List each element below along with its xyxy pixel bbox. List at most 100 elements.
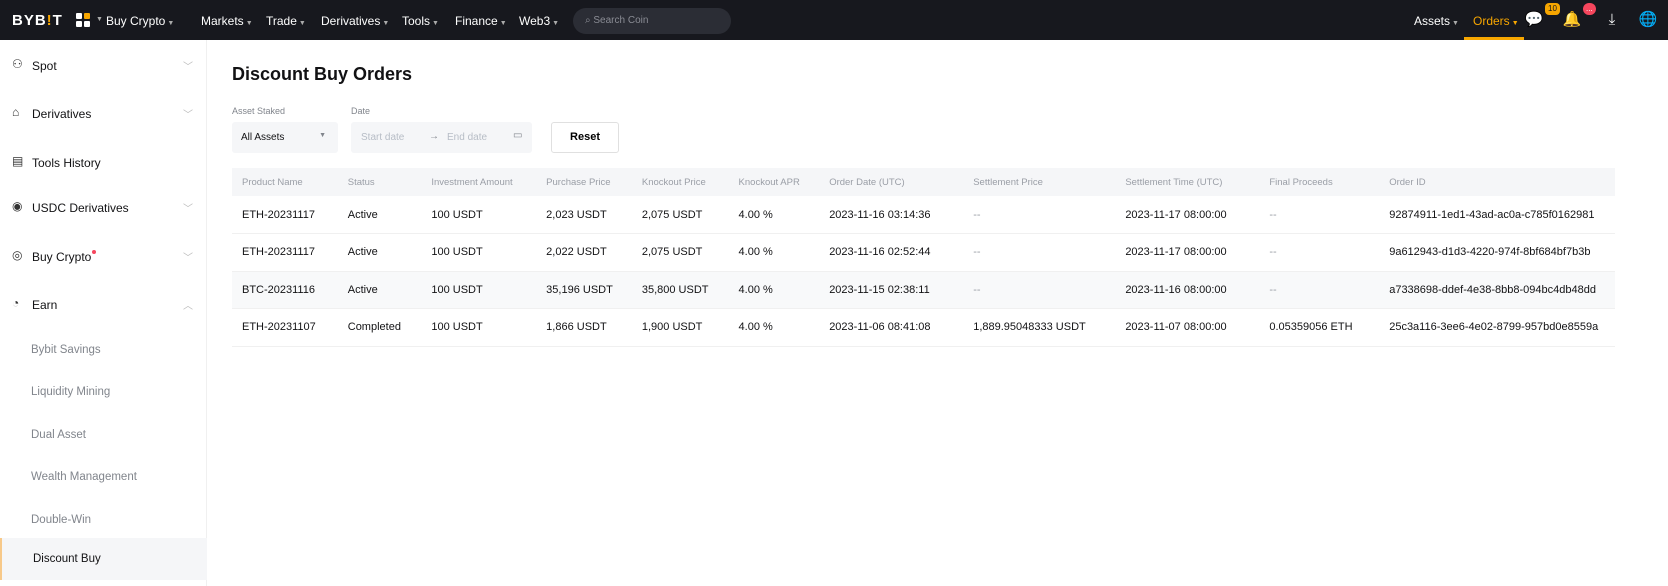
table-cell: -- — [963, 271, 1116, 309]
nav-derivatives[interactable]: Derivatives ▼ — [321, 14, 389, 28]
caret-down-icon: ▼ — [298, 20, 306, 27]
table-cell: 100 USDT — [421, 308, 537, 347]
sidebar-subitem-liquidity-mining[interactable]: Liquidity Mining — [31, 386, 111, 398]
table-row[interactable]: BTC-20231116 Active 100 USDT 35,196 USDT 35,… — [232, 271, 1615, 309]
column-header: Investment Amount — [421, 168, 537, 196]
asset-select[interactable]: All Assets ▼ — [232, 122, 338, 153]
table-cell: 2023-11-06 08:41:08 — [819, 308, 964, 347]
chevron-down-icon: ﹀ — [183, 253, 193, 264]
table-cell: -- — [963, 196, 1116, 234]
table-cell: 1,900 USDT — [631, 308, 729, 347]
top-navbar: BYB!T ▼ Buy Crypto ▼ Markets ▼ Trade ▼ Derivat… — [0, 0, 1668, 40]
table-cell: 0.05359056 ETH — [1259, 308, 1380, 347]
chevron-down-icon: ﹀ — [183, 62, 193, 73]
table-cell: 100 USDT — [421, 233, 537, 272]
reset-button[interactable]: Reset — [551, 122, 619, 153]
column-header: Settlement Price — [963, 168, 1116, 196]
start-date-input[interactable]: Start date — [361, 132, 405, 143]
sidebar-subitem-discount-buy[interactable]: Discount Buy — [0, 538, 207, 580]
sidebar-item-tools-history[interactable]: ▤ Tools History — [0, 151, 207, 175]
buy-crypto-icon: ◎ — [12, 248, 23, 262]
calendar-icon: ▭ — [513, 130, 523, 141]
table-cell: 2023-11-16 03:14:36 — [819, 196, 964, 234]
nav-markets[interactable]: Markets ▼ — [201, 14, 253, 28]
sidebar: ⚇ Spot ﹀ ⌂ Derivatives ﹀ ▤ Tools History ◉ USDC D… — [0, 40, 207, 586]
caret-down-icon: ▼ — [382, 20, 390, 27]
sidebar-subitem-wealth-management[interactable]: Wealth Management — [31, 471, 137, 483]
table-cell: BTC-20231116 — [232, 271, 338, 309]
table-row[interactable]: ETH-20231107 Completed 100 USDT 1,866 USDT 1… — [232, 308, 1615, 347]
sidebar-item-spot[interactable]: ⚇ Spot ﹀ — [0, 54, 207, 78]
arrow-right-icon: → — [429, 131, 439, 142]
receipt-icon: ▤ — [12, 154, 24, 168]
nav-buy-crypto[interactable]: Buy Crypto ▼ — [106, 14, 174, 28]
usdc-icon: ◉ — [12, 199, 23, 213]
table-cell: 4.00 % — [728, 271, 820, 309]
table-cell: 2,075 USDT — [631, 233, 729, 272]
column-header: Knockout APR — [728, 168, 820, 196]
new-dot — [92, 250, 97, 254]
bybit-logo[interactable]: BYB!T — [12, 12, 63, 29]
bell-icon[interactable]: 🔔 — [1562, 11, 1582, 28]
table-cell: 4.00 % — [728, 308, 820, 347]
sidebar-subitem-bybit-savings[interactable]: Bybit Savings — [31, 344, 101, 356]
sidebar-item-usdc-derivatives[interactable]: ◉ USDC Derivatives ﹀ — [0, 196, 207, 220]
assets-menu[interactable]: Assets ▼ — [1414, 14, 1459, 28]
table-row[interactable]: ETH-20231117 Active 100 USDT 2,023 USDT 2,07… — [232, 196, 1615, 234]
orders-menu[interactable]: Orders ▼ — [1473, 14, 1519, 28]
nav-finance[interactable]: Finance ▼ — [455, 14, 507, 28]
nav-web3[interactable]: Web3 ▼ — [519, 14, 559, 28]
end-date-input[interactable]: End date — [447, 132, 488, 143]
table-cell: ETH-20231117 — [232, 233, 338, 272]
apps-caret-icon: ▼ — [96, 16, 103, 23]
column-header: Status — [337, 168, 422, 196]
sidebar-item-label: Tools History — [32, 156, 101, 170]
table-cell: 35,800 USDT — [631, 271, 729, 309]
column-header: Product Name — [232, 168, 338, 196]
table-cell: Active — [337, 271, 422, 309]
column-header: Order Date (UTC) — [819, 168, 964, 196]
chat-badge: 10 — [1545, 3, 1560, 15]
asset-staked-label: Asset Staked — [232, 106, 286, 116]
sidebar-item-derivatives[interactable]: ⌂ Derivatives ﹀ — [0, 102, 207, 126]
sidebar-subitem-double-win[interactable]: Double-Win — [31, 514, 92, 526]
caret-down-icon: ▼ — [245, 20, 253, 27]
search-placeholder: Search Coin — [593, 15, 649, 26]
download-icon[interactable]: ⤓ — [1608, 11, 1616, 28]
chevron-up-icon: ︿ — [183, 301, 193, 312]
sidebar-item-label: Derivatives — [32, 107, 92, 121]
table-cell: Active — [337, 196, 422, 234]
table-cell: 1,866 USDT — [536, 308, 632, 347]
asset-select-value: All Assets — [241, 132, 285, 143]
assets-label: Assets — [1414, 14, 1451, 28]
table-row[interactable]: ETH-20231117 Active 100 USDT 2,022 USDT 2,07… — [232, 233, 1615, 272]
chevron-down-icon: ﹀ — [183, 204, 193, 215]
globe-icon[interactable]: 🌐 — [1638, 11, 1658, 28]
date-range-picker[interactable]: Start date → End date ▭ — [351, 122, 532, 153]
nav-label: Web3 — [519, 14, 551, 28]
column-header: Knockout Price — [631, 168, 729, 196]
orders-label: Orders — [1473, 14, 1510, 28]
table-cell: 92874911-1ed1-43ad-ac0a-c785f0162981 — [1379, 196, 1615, 234]
table-cell: Active — [337, 233, 422, 272]
nav-tools[interactable]: Tools ▼ — [402, 14, 439, 28]
sidebar-item-earn[interactable]: ◔ Earn ︿ — [0, 293, 207, 317]
nav-label: Buy Crypto — [106, 14, 166, 28]
sidebar-item-buy-crypto[interactable]: ◎ Buy Crypto ﹀ — [0, 245, 207, 269]
nav-trade[interactable]: Trade ▼ — [266, 14, 306, 28]
table-cell: 100 USDT — [421, 271, 537, 309]
table-cell: -- — [1259, 271, 1380, 309]
caret-down-icon: ▼ — [167, 20, 175, 27]
chat-icon[interactable]: 💬 — [1524, 11, 1544, 28]
orders-table: Product Name Status Investment Amount Purch… — [232, 168, 1615, 347]
caret-down-icon: ▼ — [552, 20, 560, 27]
earn-icon: ◔ — [12, 296, 20, 310]
sidebar-item-label: Earn — [32, 298, 58, 312]
bell-badge: ... — [1583, 3, 1596, 15]
search-coin-input[interactable]: ⌕ Search Coin — [573, 8, 731, 34]
sidebar-subitem-dual-asset[interactable]: Dual Asset — [31, 429, 86, 441]
table-cell: a7338698-ddef-4e38-8bb8-094bc4db48dd — [1379, 271, 1615, 309]
nav-label: Trade — [266, 14, 297, 28]
apps-grid-icon[interactable] — [76, 13, 90, 27]
table-cell: 35,196 USDT — [536, 271, 632, 309]
